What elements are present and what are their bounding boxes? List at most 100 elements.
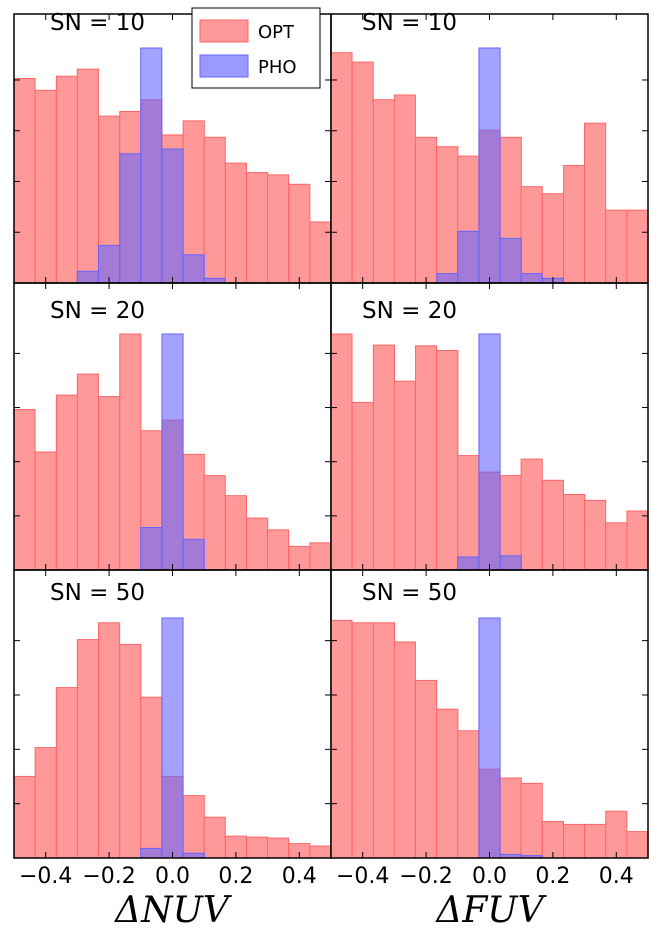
opt-bar xyxy=(330,619,353,859)
opt-bar xyxy=(351,401,374,571)
opt-bar xyxy=(372,99,396,284)
x-tick-label: 0.4 xyxy=(282,864,317,889)
legend-label-opt: OPT xyxy=(258,22,295,43)
opt-bar xyxy=(55,687,79,859)
panel-label-sn20-fuv: SN = 20 xyxy=(362,298,457,324)
x-tick-label: 0.2 xyxy=(535,864,570,889)
histogram-panel-2 xyxy=(13,282,332,571)
opt-bar xyxy=(415,345,438,571)
opt-bar xyxy=(330,333,353,571)
pho-bar xyxy=(76,270,99,284)
opt-bar xyxy=(541,479,564,571)
pho-bar xyxy=(457,556,480,571)
opt-bar xyxy=(605,810,628,859)
opt-bar xyxy=(246,836,269,859)
opt-bar xyxy=(309,221,332,284)
opt-bar xyxy=(203,475,226,571)
opt-bar xyxy=(626,209,649,284)
pho-bar xyxy=(478,617,501,859)
x-tick-label: 0.2 xyxy=(218,864,253,889)
x-tick-label: −0.4 xyxy=(19,864,72,889)
opt-bar xyxy=(246,517,269,571)
pho-bar xyxy=(161,333,184,571)
opt-bar xyxy=(393,641,416,859)
opt-bar xyxy=(583,823,607,859)
opt-bar xyxy=(563,823,586,859)
x-tick-label: 0.4 xyxy=(599,864,634,889)
opt-bar xyxy=(563,165,586,284)
opt-bar xyxy=(583,499,607,571)
opt-bar xyxy=(393,380,416,571)
pho-bar xyxy=(182,538,205,571)
opt-bar xyxy=(626,510,649,571)
opt-bar xyxy=(140,696,163,859)
opt-bar xyxy=(76,68,99,284)
pho-bar xyxy=(140,527,163,571)
opt-bar xyxy=(330,52,353,284)
opt-bar xyxy=(246,172,269,284)
panel-label-sn20-nuv: SN = 20 xyxy=(50,298,145,324)
opt-bar xyxy=(182,795,205,859)
opt-bar xyxy=(415,136,438,284)
pho-bar xyxy=(499,555,522,571)
opt-bar xyxy=(76,373,99,571)
x-tick-labels-right: −0.4 −0.2 0.0 0.2 0.4 xyxy=(336,864,634,889)
histogram-panel-3 xyxy=(330,282,649,571)
opt-bar xyxy=(541,193,564,284)
opt-bar xyxy=(626,831,649,859)
opt-bar xyxy=(583,122,607,284)
panel-label-sn10-nuv: SN = 10 xyxy=(50,10,145,36)
opt-bar xyxy=(415,679,438,859)
panel-label-sn10-fuv: SN = 10 xyxy=(362,10,457,36)
opt-bar xyxy=(98,396,121,571)
opt-bar xyxy=(119,643,142,859)
opt-bar xyxy=(203,816,226,859)
opt-bar xyxy=(393,94,416,284)
opt-bar xyxy=(351,61,374,284)
pho-bar xyxy=(520,273,543,284)
opt-bar xyxy=(224,495,247,571)
opt-bar xyxy=(266,174,290,284)
opt-bar xyxy=(13,78,36,284)
pho-bar xyxy=(499,237,522,284)
histogram-panel-0 xyxy=(13,13,332,284)
opt-bar xyxy=(605,522,628,571)
opt-bar xyxy=(351,622,374,859)
opt-bar xyxy=(436,146,459,284)
legend-swatch-pho xyxy=(199,54,249,78)
opt-bar xyxy=(55,75,79,284)
pho-bar xyxy=(478,47,501,284)
opt-bar xyxy=(203,136,226,284)
pho-bar xyxy=(161,148,184,284)
x-axis-label-nuv: ΔNUV xyxy=(113,890,233,931)
opt-bar xyxy=(224,162,247,284)
pho-bar xyxy=(436,273,459,284)
opt-bar xyxy=(98,622,121,859)
opt-bar xyxy=(119,333,142,571)
panel-label-sn50-fuv: SN = 50 xyxy=(362,580,457,606)
opt-bar xyxy=(34,89,57,284)
pho-bar xyxy=(140,847,163,859)
pho-bar xyxy=(457,230,480,284)
opt-bar xyxy=(436,350,459,571)
opt-bar xyxy=(13,409,36,571)
pho-bar xyxy=(119,153,142,284)
pho-bar xyxy=(161,617,184,859)
opt-bar xyxy=(499,777,522,859)
legend-label-pho: PHO xyxy=(258,57,297,78)
pho-bar xyxy=(182,254,205,284)
opt-bar xyxy=(372,622,396,859)
opt-bar xyxy=(309,542,332,571)
opt-bar xyxy=(520,458,543,571)
opt-bar xyxy=(34,747,57,859)
histogram-panel-5 xyxy=(330,569,649,859)
x-tick-label: −0.2 xyxy=(82,864,135,889)
panel-label-sn50-nuv: SN = 50 xyxy=(50,580,145,606)
opt-bar xyxy=(34,451,57,571)
legend-swatch-opt xyxy=(199,19,249,43)
pho-bar xyxy=(478,333,501,571)
opt-bar xyxy=(288,183,311,284)
x-tick-label: 0.0 xyxy=(155,864,190,889)
opt-bar xyxy=(309,845,332,859)
